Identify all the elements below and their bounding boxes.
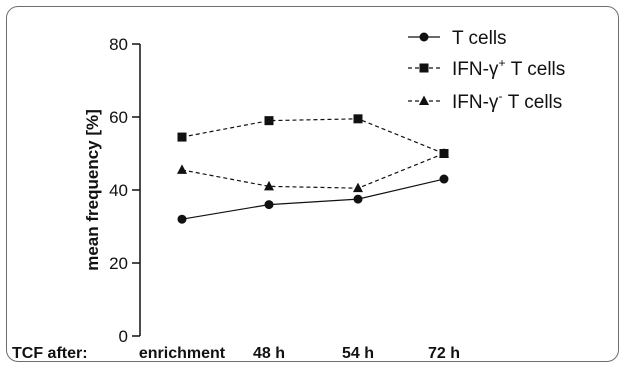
data-point xyxy=(264,180,274,191)
legend-item: IFN-γ+ T cells xyxy=(408,56,565,80)
data-point xyxy=(439,174,449,184)
x-tick-label: enrichment xyxy=(139,345,226,362)
y-axis-label: mean frequency [%] xyxy=(83,109,102,271)
legend-marker xyxy=(419,95,429,105)
data-point xyxy=(439,148,449,158)
legend-marker xyxy=(419,63,429,73)
series-circle xyxy=(177,174,449,224)
x-tick-label: 48 h xyxy=(253,345,285,362)
data-point xyxy=(177,164,187,174)
series-triangle xyxy=(177,148,449,193)
legend-label: T cells xyxy=(452,28,507,49)
x-tick-label: 54 h xyxy=(342,345,374,362)
data-point xyxy=(177,214,187,224)
data-point xyxy=(264,116,274,126)
legend-label: IFN-γ+ T cells xyxy=(452,56,565,80)
y-tick-label: 20 xyxy=(109,254,128,273)
data-point xyxy=(177,132,187,142)
x-tick-labels: TCF after: enrichment 48 h 54 h 72 h xyxy=(12,345,460,362)
data-point xyxy=(353,182,363,193)
legend: T cells IFN-γ+ T cells IFN-γ- T cells xyxy=(408,28,565,113)
series-line xyxy=(181,178,445,220)
x-tick-label: 72 h xyxy=(428,345,460,362)
y-tick-label: 40 xyxy=(109,181,128,200)
legend-item: IFN-γ- T cells xyxy=(408,89,562,113)
data-point xyxy=(353,194,363,204)
y-tick-label: 60 xyxy=(109,108,128,127)
y-tick-label: 80 xyxy=(109,35,128,54)
series-line xyxy=(181,118,445,155)
legend-marker xyxy=(419,32,429,42)
data-point xyxy=(264,200,274,210)
series-square xyxy=(177,114,449,158)
series-group xyxy=(177,114,449,224)
legend-label: IFN-γ- T cells xyxy=(452,89,562,113)
data-point xyxy=(353,114,363,124)
y-ticks: 0 20 40 60 80 xyxy=(109,35,140,346)
legend-item: T cells xyxy=(408,28,507,49)
series-line xyxy=(181,152,445,189)
chart-frame xyxy=(6,6,619,362)
y-tick-label: 0 xyxy=(119,327,128,346)
x-axis-prefix: TCF after: xyxy=(12,345,88,362)
